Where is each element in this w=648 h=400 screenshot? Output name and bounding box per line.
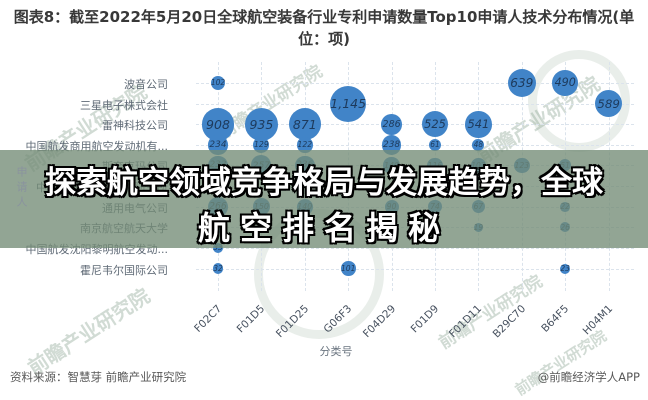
promo-overlay-text-line2: 航空排名揭秘 (196, 208, 450, 249)
x-axis-title: 分类号 (319, 345, 353, 358)
bubble-data-point: 1,145 (330, 85, 367, 122)
bubble-data-point: 48 (472, 138, 485, 151)
watermark-text: 前瞻产业研究院 (511, 326, 610, 400)
gridline-horizontal (196, 124, 634, 126)
y-axis-applicant-label: 三星电子株式会社 (80, 98, 168, 112)
bubble-data-point: 32 (212, 263, 224, 274)
watermark-logo-ring (528, 50, 630, 152)
credit-text: @前瞻经济学人APP (537, 370, 640, 384)
bubble-data-point: 589 (594, 89, 623, 118)
y-axis-applicant-label: 雷神科技公司 (102, 119, 168, 133)
gridline-horizontal (196, 247, 634, 249)
bubble-data-point: 541 (465, 110, 492, 138)
bubble-data-point: 908 (201, 107, 235, 141)
bubble-data-point: 102 (210, 75, 226, 91)
bubble-data-point: 61 (428, 138, 442, 152)
bubble-data-point: 23 (560, 263, 571, 274)
chart-title: 图表8：截至2022年5月20日全球航空装备行业专利申请数量Top10申请人技术… (4, 7, 644, 51)
bubble-data-point: 238 (381, 135, 402, 155)
gridline-horizontal (196, 268, 634, 270)
bubble-data-point: 525 (421, 111, 449, 138)
bubble-data-point: 122 (297, 137, 313, 153)
bubble-data-point: 129 (253, 136, 270, 153)
y-axis-applicant-label: 中国航发商用航空发动机有... (25, 139, 169, 153)
bubble-data-point: 286 (381, 113, 402, 135)
bubble-data-point: 871 (288, 108, 321, 141)
y-axis-applicant-label: 霍尼韦尔国际公司 (80, 263, 168, 277)
gridline-horizontal (196, 83, 634, 84)
y-axis-title: 申请人 (15, 166, 28, 211)
watermark-text: 前瞻产业研究院 (23, 283, 155, 380)
chart-title-line1: 图表8：截至2022年5月20日全球航空装备行业专利申请数量Top10申请人技术… (13, 8, 635, 26)
gridline-horizontal (196, 103, 634, 105)
gridline-horizontal (196, 144, 634, 146)
data-source-text: 资料来源：智慧芽 前瞻产业研究院 (10, 370, 187, 384)
bubble-data-point: 935 (244, 107, 278, 141)
bubble-data-point: 490 (552, 70, 578, 96)
chart-title-line2: 位：项) (298, 29, 350, 48)
bubble-data-point: 639 (507, 68, 536, 98)
promo-overlay-text-line1: 探索航空领域竞争格局与发展趋势，全球 (44, 164, 605, 203)
promo-overlay-banner: 探索航空领域竞争格局与发展趋势，全球 航空排名揭秘 (0, 150, 648, 249)
y-axis-applicant-label: 波音公司 (124, 78, 168, 91)
bubble-data-point: 234 (208, 135, 228, 155)
bubble-data-point: 101 (340, 261, 356, 276)
